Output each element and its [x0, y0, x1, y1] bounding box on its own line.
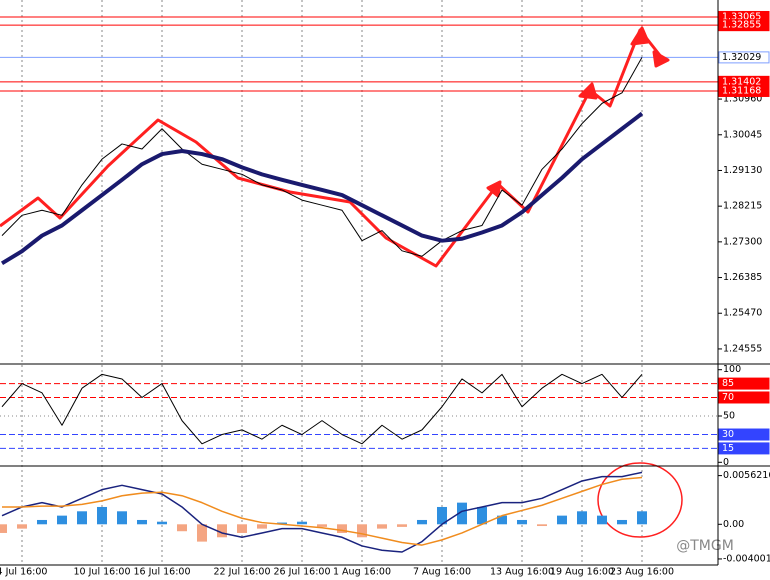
histogram-bar [397, 524, 407, 527]
histogram-bar [497, 515, 507, 525]
series-line [1, 471, 643, 553]
histogram-bar [537, 524, 547, 527]
y-tick-label: -0.0040012 [723, 553, 770, 564]
plot-area [0, 0, 718, 565]
y-tick-label: 1.27300 [723, 236, 762, 247]
level-box [718, 19, 770, 32]
x-tick-label: 16 Jul 16:00 [134, 567, 191, 578]
histogram-bar [57, 515, 67, 525]
level-label: 1.33065 [722, 11, 761, 22]
histogram-bar [297, 521, 307, 525]
histogram-bar [337, 524, 347, 533]
histogram-bar [597, 515, 607, 525]
watermark: @TMGM [676, 538, 734, 554]
y-tick-label: 0.0056216 [723, 470, 770, 481]
histogram-bar [117, 511, 127, 525]
level-label: 85 [722, 378, 734, 389]
arrow-head [578, 82, 598, 100]
histogram-bar [477, 506, 487, 525]
histogram-bar [217, 524, 227, 538]
arrow-head [630, 26, 650, 46]
histogram-bar [137, 519, 147, 525]
level-label: 30 [722, 429, 734, 440]
histogram-bar [177, 524, 187, 532]
x-tick-label: 26 Jul 16:00 [274, 567, 331, 578]
level-label: 1.31168 [722, 85, 761, 96]
histogram-bar [257, 524, 267, 529]
level-box [718, 51, 770, 64]
arrow-head [652, 50, 670, 68]
x-tick-label: 13 Aug 16:00 [490, 567, 554, 578]
histogram-bar [417, 519, 427, 525]
y-tick-label: 1.30045 [723, 129, 762, 140]
level-box [718, 442, 770, 455]
histogram-bar [377, 524, 387, 529]
level-box [718, 391, 770, 404]
annotations [0, 26, 683, 538]
y-tick-label: 1.29130 [723, 165, 762, 176]
histogram-bar [237, 524, 247, 533]
histogram-bar [0, 524, 7, 533]
histogram-bar [517, 519, 527, 525]
series-line [1, 57, 643, 257]
y-tick-label: 1.25470 [723, 308, 762, 319]
y-tick-label: 1.30960 [723, 94, 762, 105]
y-tick-label: 0.00 [723, 519, 744, 530]
level-label: 70 [722, 392, 734, 403]
histogram-bar [637, 511, 647, 525]
histogram-bar [277, 522, 287, 525]
histogram-bar [357, 524, 367, 538]
histogram-bar [577, 511, 587, 525]
y-tick-label: 0 [723, 457, 729, 468]
level-label: 1.32855 [722, 20, 761, 31]
histogram-bar [457, 502, 467, 525]
x-tick-label: 23 Aug 16:00 [610, 567, 674, 578]
x-tick-label: 7 Aug 16:00 [413, 567, 471, 578]
highlight-circle [597, 462, 683, 538]
level-label: 1.31402 [722, 76, 761, 87]
histogram-bar [317, 524, 327, 527]
histogram-bar [197, 524, 207, 542]
x-tick-label: 19 Aug 16:00 [550, 567, 614, 578]
y-tick-label: 1.24555 [723, 343, 762, 354]
y-tick-label: 1.26385 [723, 272, 762, 283]
x-tick-label: 1 Aug 16:00 [333, 567, 391, 578]
histogram-bar [37, 519, 47, 525]
y-tick-label: 100 [723, 364, 741, 375]
level-box [718, 377, 770, 390]
histogram-bar [557, 515, 567, 525]
series-line [1, 373, 643, 445]
level-box [718, 428, 770, 441]
histogram-bar [157, 521, 167, 525]
arrow-head [486, 180, 502, 198]
level-box [718, 84, 770, 97]
histogram-bar [17, 524, 27, 529]
series-line [0, 111, 644, 266]
level-label: 1.32029 [722, 52, 761, 63]
histogram-bar [77, 511, 87, 525]
histogram-bar [617, 519, 627, 525]
y-tick-label: 1.28215 [723, 201, 762, 212]
level-label: 15 [722, 443, 734, 454]
x-tick-label: 4 Jul 16:00 [0, 567, 47, 578]
x-tick-label: 10 Jul 16:00 [74, 567, 131, 578]
y-tick-label: 50 [723, 411, 735, 422]
series-line [2, 476, 643, 546]
histogram-bar [97, 506, 107, 525]
histogram-bar [437, 506, 447, 525]
x-tick-label: 22 Jul 16:00 [214, 567, 271, 578]
